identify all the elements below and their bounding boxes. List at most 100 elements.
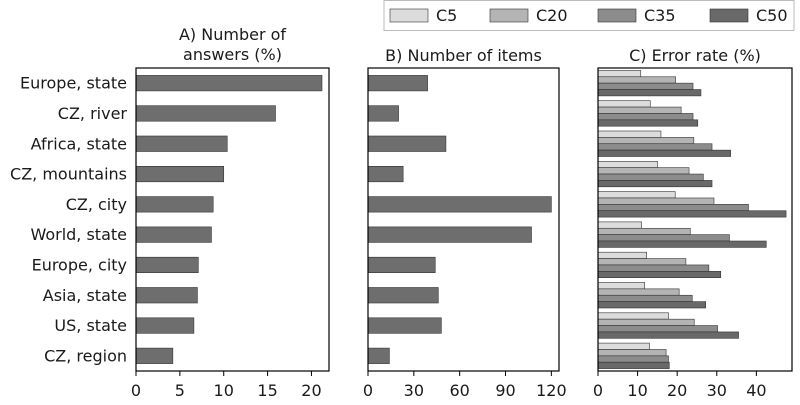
category-label-cz-mountains: CZ, mountains (10, 165, 127, 184)
x-tick-label-120: 120 (536, 381, 567, 400)
bar-world-state-c5 (597, 221, 642, 229)
bar-africa-state-c5 (597, 130, 662, 138)
category-label-europe-city: Europe, city (32, 255, 127, 274)
bar-europe-city-c35 (597, 264, 710, 272)
bar-world-state (135, 226, 212, 243)
x-tick-label-90: 90 (495, 381, 515, 400)
category-label-asia-state: Asia, state (43, 286, 127, 305)
bar-africa-state-c50 (597, 149, 731, 157)
legend: C5 C20 C35 C50 (383, 0, 795, 31)
bar-us-state-c35 (597, 325, 718, 333)
x-tick-label-0: 0 (131, 381, 141, 400)
bar-cz-region-c20 (597, 349, 667, 357)
bar-us-state-c50 (597, 331, 739, 339)
bar-europe-state-c35 (597, 82, 694, 90)
bar-africa-state-c35 (597, 143, 713, 151)
x-tick-label-15: 15 (257, 381, 277, 400)
panel-frame (367, 67, 560, 372)
category-label-africa-state: Africa, state (31, 134, 127, 153)
bar-cz-region (135, 347, 174, 364)
bar-africa-state (135, 135, 228, 152)
category-label-cz-city: CZ, city (66, 195, 127, 214)
bar-cz-city-c50 (597, 210, 787, 218)
bar-cz-city-c35 (597, 204, 749, 212)
bar-asia-state-c20 (597, 288, 680, 296)
panel-title-line-1: B) Number of items (385, 46, 542, 65)
category-label-cz-region: CZ, region (44, 346, 127, 365)
x-tick-label-20: 20 (667, 381, 687, 400)
legend-swatch-c35 (597, 8, 637, 23)
panel-2: B) Number of items 0 30 60 90 120 (363, 46, 567, 400)
bar-cz-mountains-c20 (597, 167, 690, 175)
bar-cz-city (367, 196, 552, 213)
panel-frame (135, 67, 330, 372)
chart-panels: Europe, state CZ, river Africa, state CZ, m… (10, 25, 793, 400)
bar-world-state-c50 (597, 240, 767, 248)
bar-asia-state-c5 (597, 282, 646, 290)
x-tick-label-30: 30 (404, 381, 424, 400)
bar-europe-state (367, 75, 428, 92)
legend-swatch-c20 (489, 8, 529, 23)
legend-swatch-c5 (389, 8, 429, 23)
bar-us-state (135, 317, 195, 334)
bar-asia-state-c50 (597, 301, 706, 309)
legend-label-c5: C5 (436, 6, 457, 25)
bar-cz-river (367, 105, 399, 122)
x-tick-label-20: 20 (301, 381, 321, 400)
bar-cz-region (367, 347, 390, 364)
category-label-us-state: US, state (54, 316, 127, 335)
bar-cz-city (135, 196, 214, 213)
bar-cz-city-c5 (597, 191, 676, 199)
bar-europe-state-c5 (597, 70, 642, 78)
panel-title-line-2: answers (%) (183, 45, 282, 64)
bar-cz-river-c20 (597, 106, 682, 114)
bar-cz-river-c50 (597, 119, 699, 127)
bar-europe-city (135, 256, 199, 274)
legend-label-c20: C20 (536, 6, 568, 25)
bar-cz-city-c20 (597, 197, 715, 205)
bar-world-state-c35 (597, 234, 730, 242)
legend-label-c35: C35 (644, 6, 676, 25)
bar-cz-river (135, 105, 276, 122)
category-label-world-state: World, state (30, 225, 127, 244)
bar-cz-region-c5 (597, 342, 650, 350)
bar-africa-state (367, 135, 447, 152)
x-tick-label-30: 30 (707, 381, 727, 400)
bar-cz-mountains (135, 166, 225, 183)
bar-asia-state-c35 (597, 294, 693, 302)
panel-frame (597, 67, 793, 372)
bar-cz-mountains (367, 166, 404, 183)
legend-label-c50: C50 (756, 6, 788, 25)
bar-us-state (367, 317, 442, 334)
bar-cz-mountains-c5 (597, 161, 658, 168)
bar-europe-city (367, 256, 436, 274)
x-tick-label-0: 0 (363, 381, 373, 400)
bar-asia-state (367, 287, 439, 304)
bar-europe-state-c50 (597, 89, 702, 97)
bar-cz-mountains-c50 (597, 180, 713, 188)
bar-europe-city-c20 (597, 258, 687, 266)
panel-3: C) Error rate (%) 0 10 20 30 40 (593, 46, 793, 400)
bar-africa-state-c20 (597, 137, 695, 145)
bar-us-state-c5 (597, 312, 669, 320)
bar-asia-state (135, 287, 198, 304)
x-tick-label-5: 5 (175, 381, 185, 400)
bar-cz-river-c5 (597, 100, 651, 108)
bar-cz-region-c50 (597, 361, 670, 369)
x-tick-label-60: 60 (450, 381, 470, 400)
bar-europe-city-c50 (597, 271, 722, 279)
bar-europe-state (135, 75, 323, 92)
bar-europe-city-c5 (597, 251, 647, 259)
x-tick-label-10: 10 (214, 381, 234, 400)
x-tick-label-10: 10 (627, 381, 647, 400)
bar-cz-mountains-c35 (597, 173, 704, 181)
x-tick-label-0: 0 (593, 381, 603, 400)
bar-cz-region-c35 (597, 355, 669, 363)
category-label-cz-river: CZ, river (58, 104, 128, 123)
bar-world-state-c20 (597, 227, 691, 235)
x-tick-label-40: 40 (746, 381, 766, 400)
category-label-europe-state: Europe, state (20, 74, 127, 93)
